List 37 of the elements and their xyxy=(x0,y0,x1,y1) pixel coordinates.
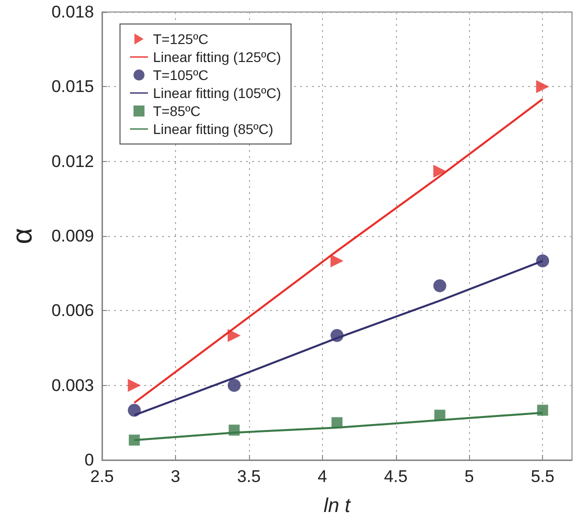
point xyxy=(433,279,446,292)
point xyxy=(330,254,344,268)
point xyxy=(128,378,141,392)
x-tick-label: 4 xyxy=(318,467,328,486)
legend-label: T=105ºC xyxy=(153,67,208,83)
y-tick-label: 0.009 xyxy=(51,226,94,246)
point xyxy=(128,404,141,417)
x-tick-label: 4.5 xyxy=(384,467,408,486)
point xyxy=(537,404,548,416)
x-tick-label: 5 xyxy=(464,467,474,486)
point xyxy=(433,164,446,178)
point xyxy=(228,378,241,392)
point xyxy=(128,434,140,446)
y-tick-label: 0.003 xyxy=(51,376,94,395)
point xyxy=(228,329,241,342)
y-axis-title: α xyxy=(6,228,38,244)
x-tick-label: 3 xyxy=(170,467,180,486)
legend-label: T=125ºC xyxy=(153,31,208,47)
point xyxy=(330,329,344,342)
y-tick-label: 0.012 xyxy=(51,152,94,171)
x-tick-label: 2.5 xyxy=(90,467,114,486)
y-tick-label: 0.018 xyxy=(51,2,94,22)
point xyxy=(536,80,550,94)
x-axis-title: ln t xyxy=(324,495,352,517)
y-tick-label: 0.015 xyxy=(51,77,94,96)
legend-label: T=85ºC xyxy=(153,103,201,119)
legend-label: Linear fitting (85ºC) xyxy=(153,121,274,137)
y-tick-label: 0 xyxy=(84,450,94,470)
y-tick-label: 0.006 xyxy=(51,301,94,320)
x-tick-label: 5.5 xyxy=(530,467,554,486)
point xyxy=(536,254,550,268)
x-tick-label: 3.5 xyxy=(237,467,261,486)
point xyxy=(228,424,240,436)
legend-label: Linear fitting (125ºC) xyxy=(153,49,282,65)
point xyxy=(332,417,342,428)
legend-label: Linear fitting (105ºC) xyxy=(153,85,282,101)
point xyxy=(434,410,446,421)
